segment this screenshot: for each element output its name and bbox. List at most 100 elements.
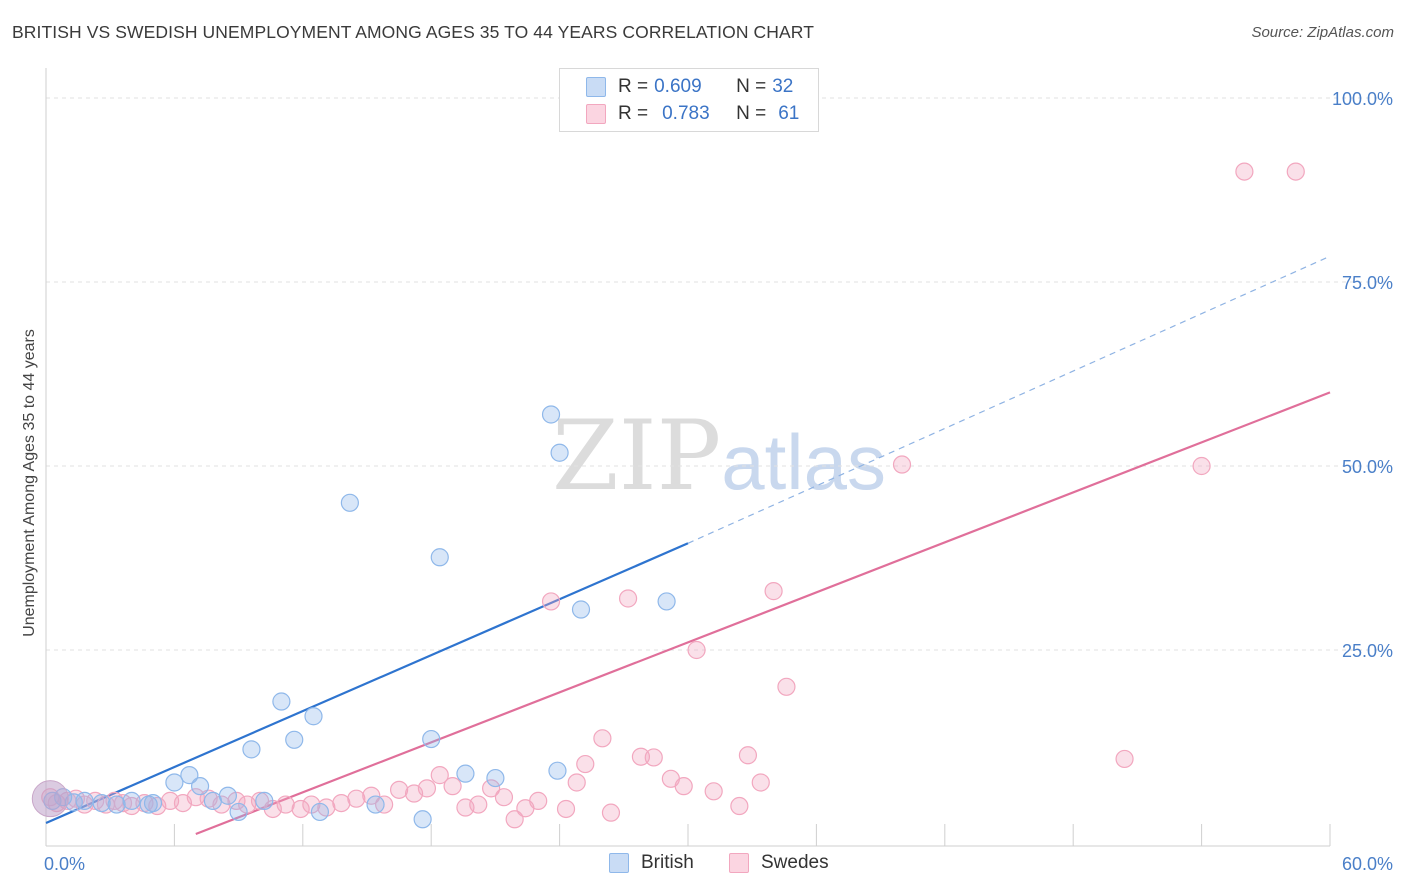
legend-item-british: British (609, 852, 694, 874)
watermark-zip: ZIP (552, 400, 722, 512)
swedes-point (541, 592, 561, 611)
british-point (657, 592, 676, 611)
british-point (107, 795, 126, 814)
x-tick-label: 0.0% (44, 854, 85, 874)
y-tick-label: 100.0% (1332, 89, 1393, 109)
british-point (430, 548, 449, 567)
trend-lines (45, 255, 1331, 836)
swedes-point (576, 754, 595, 774)
british-point (304, 707, 323, 726)
zipatlas-watermark: ZIPatlas (552, 400, 886, 512)
swedes-point (764, 582, 783, 601)
series-legend: British Swedes (0, 852, 1406, 878)
data-points (31, 162, 1305, 829)
british-point (255, 791, 274, 810)
swedes-point (618, 589, 638, 608)
chart-title: BRITISH VS SWEDISH UNEMPLOYMENT AMONG AG… (12, 22, 814, 42)
british-point (486, 768, 505, 788)
swedes-point (1192, 456, 1211, 476)
swedes-point (494, 788, 514, 807)
y-tick-label: 25.0% (1342, 641, 1393, 661)
swedes-point (601, 803, 621, 822)
swedes-point (631, 747, 651, 766)
british-point (285, 730, 304, 749)
legend-row-british: R = 0.609 N = 32 (586, 75, 793, 99)
y-tick-label: 75.0% (1342, 273, 1393, 293)
swedes-r-value: 0.783 (662, 103, 710, 124)
axes (45, 68, 1331, 847)
grid-lines (46, 97, 1392, 651)
british-trend-extension (687, 255, 1331, 544)
swedes-point (777, 677, 796, 696)
british-point (310, 802, 330, 822)
british-point (548, 761, 567, 780)
swedes-point (443, 777, 462, 796)
swedes-point (892, 455, 912, 474)
british-n-label: N = (736, 76, 767, 97)
swedes-trend-line (195, 391, 1331, 836)
british-r-label: R = (618, 76, 649, 97)
swedes-point (704, 782, 723, 801)
british-point (340, 493, 359, 512)
swedes-point (674, 777, 693, 796)
british-point (92, 793, 111, 813)
british-point (218, 786, 237, 805)
swedes-r-label: R = (618, 103, 649, 124)
swedes-point (347, 789, 366, 808)
british-trend-line (45, 542, 689, 824)
axis-labels: 100.0% 75.0% 50.0% 25.0% 0.0% 60.0% Unemployme… (21, 89, 1393, 874)
british-point (180, 766, 199, 785)
swedes-point (482, 779, 501, 798)
swedes-swatch (586, 104, 606, 124)
swedes-point (417, 779, 437, 798)
swedes-point (1115, 749, 1134, 769)
swedes-point (1235, 162, 1254, 181)
x-tick-label: 60.0% (1342, 854, 1393, 874)
british-r-value: 0.609 (654, 76, 702, 97)
british-swatch (586, 77, 606, 97)
british-point (75, 791, 94, 810)
swedes-point (738, 746, 758, 765)
swedes-point (430, 766, 449, 785)
swedes-n-value: 61 (778, 103, 800, 124)
british-point (456, 764, 475, 783)
swedes-point (505, 810, 524, 829)
british-point (550, 443, 569, 462)
british-point (229, 802, 248, 822)
british-point (165, 773, 184, 792)
legend-row-swedes: R = 0.783 N = 61 (586, 102, 799, 126)
swedes-point (390, 780, 409, 799)
swedes-point (332, 793, 351, 813)
swedes-point (291, 799, 310, 819)
swedes-point (276, 795, 295, 814)
swedes-point (250, 791, 270, 810)
british-point (190, 777, 210, 796)
swedes-legend-swatch (729, 853, 749, 873)
swedes-point (1286, 162, 1305, 181)
british-point (541, 405, 561, 424)
swedes-point (567, 773, 586, 792)
swedes-point (751, 773, 770, 792)
british-point (413, 810, 432, 829)
source-label: Source: ZipAtlas.com (1251, 24, 1394, 41)
swedes-point (593, 729, 612, 748)
british-point (122, 791, 141, 810)
british-point (571, 600, 591, 619)
british-legend-swatch (609, 853, 629, 873)
swedes-point (730, 796, 749, 816)
british-point (272, 692, 291, 711)
swedes-point (687, 640, 706, 660)
cluster-point (31, 780, 69, 818)
legend-item-swedes: Swedes (729, 852, 829, 874)
british-point (422, 729, 441, 749)
swedes-point (469, 795, 488, 814)
y-axis-label: Unemployment Among Ages 35 to 44 years (21, 329, 38, 637)
y-tick-label: 50.0% (1342, 457, 1393, 477)
swedes-point (644, 748, 663, 767)
british-legend-label: British (641, 852, 694, 873)
british-n-value: 32 (772, 76, 794, 97)
swedes-legend-label: Swedes (761, 852, 829, 873)
swedes-point (529, 791, 548, 810)
british-point (242, 740, 261, 759)
